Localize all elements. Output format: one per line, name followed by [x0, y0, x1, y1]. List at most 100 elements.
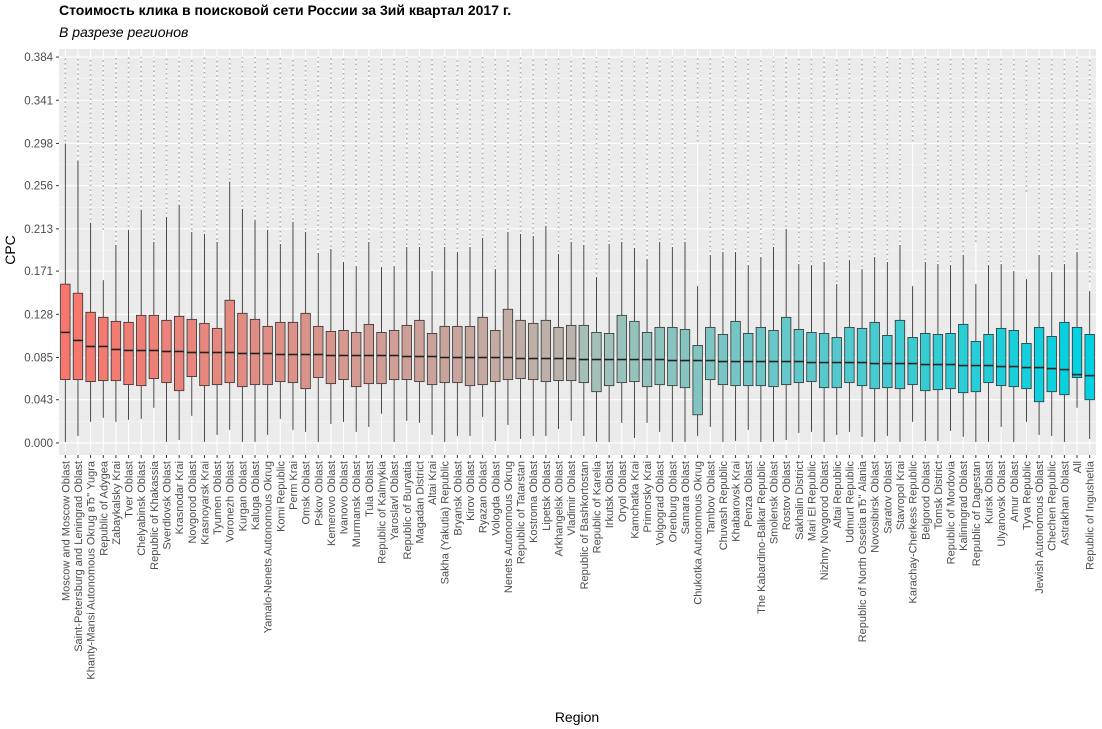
box	[553, 326, 564, 382]
box	[1021, 343, 1032, 390]
x-tick-label: Khanty-Mansi Autonomous Okrug вЂ" Yugra	[86, 460, 98, 679]
x-tick-label: Vologda Oblast	[490, 461, 502, 536]
x-tick-label: Stavropol Krai	[895, 461, 907, 530]
x-tick-label: Voronezh Oblast	[225, 461, 237, 542]
x-tick-label: Tambov Oblast	[705, 461, 717, 534]
y-tick-label: 0.341	[24, 95, 53, 107]
box	[743, 333, 754, 387]
x-tick-label: Tomsk District	[933, 461, 945, 529]
x-tick-label: Jewish Autonomous Oblast	[1034, 461, 1046, 594]
x-tick-label: Chechen Republic	[1047, 461, 1059, 551]
x-tick-label: Republic of North Ossetia вЂ" Alania	[857, 460, 869, 642]
box	[654, 326, 665, 386]
x-tick-label: Bryansk Oblast	[452, 461, 464, 536]
box	[262, 325, 273, 386]
box	[123, 321, 134, 386]
box	[224, 299, 235, 384]
box	[844, 326, 855, 384]
box	[856, 327, 868, 387]
box	[98, 316, 109, 382]
chart-subtitle: В разрезе регионов	[59, 24, 189, 40]
box	[401, 324, 412, 381]
box	[591, 331, 602, 393]
x-tick-label: Republic of Kalmykia	[376, 460, 388, 564]
x-tick-label: Novgorod Oblast	[187, 461, 199, 544]
x-tick-label: Republic of Tatarstan	[516, 461, 528, 564]
box	[502, 308, 514, 381]
x-tick-label: Sakha (Yakutia) Republic	[440, 461, 452, 585]
x-tick-label: Chuvash Republic	[718, 461, 730, 551]
box	[464, 325, 476, 387]
box	[768, 329, 779, 388]
x-tick-label: Republic of Adygea	[98, 460, 110, 556]
box	[806, 331, 817, 383]
box	[414, 319, 425, 383]
x-axis: Moscow and Moscow Oblast Saint-Petersburg…	[60, 455, 1097, 680]
y-axis-title: CPC	[2, 235, 18, 265]
box	[515, 319, 526, 380]
y-tick-label: 0.384	[24, 52, 53, 64]
x-tick-label: Altai Republic	[832, 461, 844, 529]
box	[1059, 321, 1070, 396]
x-tick-label: Novosibirsk Oblast	[870, 461, 882, 553]
box	[667, 326, 678, 387]
x-tick-label: Republic of Khakassia	[149, 460, 161, 570]
box	[907, 337, 918, 386]
x-tick-label: Kursk Oblast	[984, 461, 996, 524]
box	[528, 322, 539, 381]
x-tick-label: Kaliningrad Oblast	[958, 461, 970, 551]
box	[869, 321, 880, 390]
x-tick-label: Krasnoyarsk Krai	[199, 461, 211, 545]
x-axis-title: Region	[555, 709, 599, 725]
x-tick-label: Saint-Petersburg and Leningrad Oblast	[73, 461, 85, 652]
x-tick-label: Omsk Oblast	[301, 461, 313, 525]
box	[920, 333, 931, 392]
box	[313, 325, 324, 379]
y-tick-label: 0.043	[24, 395, 53, 407]
x-tick-label: Saratov Oblast	[882, 461, 894, 534]
box	[958, 323, 969, 394]
box	[490, 329, 501, 383]
box	[363, 323, 374, 385]
box	[275, 321, 286, 383]
x-tick-label: Volgograd Oblast	[655, 461, 667, 545]
box	[186, 318, 197, 378]
x-tick-label: Khabarovsk Krai	[731, 461, 743, 542]
x-tick-label: Republic of Buryatia	[402, 460, 414, 559]
x-tick-label: Tver Oblast	[124, 461, 136, 518]
x-tick-label: Belgorod Oblast	[920, 461, 932, 540]
x-tick-label: The Kabardino-Balkar Republic	[756, 461, 768, 614]
box	[616, 314, 627, 384]
box	[578, 324, 589, 384]
x-tick-label: Kemerovo Oblast	[326, 461, 338, 546]
x-tick-label: Arkhangelsk Oblast	[554, 461, 566, 556]
x-tick-label: Kamchatka Krai	[629, 461, 641, 539]
x-tick-label: Samara Oblast	[680, 461, 692, 534]
box	[1033, 326, 1045, 403]
x-tick-label: Yamalo-Nenets Autonomous Okrug	[263, 461, 275, 633]
x-tick-label: Kurgan Oblast	[237, 461, 249, 531]
box	[945, 333, 956, 390]
box	[249, 318, 261, 386]
box	[793, 328, 804, 384]
x-tick-label: Republic of Karelia	[591, 460, 603, 553]
x-tick-label: Krasnodar Krai	[174, 461, 186, 534]
box	[970, 341, 982, 393]
box	[882, 335, 893, 389]
x-tick-label: Kaluga Oblast	[250, 461, 262, 530]
box	[692, 345, 703, 416]
x-tick-label: Kirov Oblast	[465, 461, 477, 521]
box	[351, 331, 362, 388]
chart-title: Стоимость клика в поисковой сети России …	[59, 2, 512, 18]
x-tick-label: Orenburg Oblast	[667, 461, 679, 542]
x-tick-label: Sverdlovsk Oblast	[161, 461, 173, 550]
box	[325, 330, 337, 385]
box	[110, 320, 122, 382]
box	[996, 327, 1007, 387]
x-tick-label: Lipetsk Oblast	[541, 461, 553, 531]
x-tick-label: Ulyanovsk Oblast	[996, 461, 1008, 547]
y-tick-label: 0.213	[24, 224, 53, 236]
box	[1008, 329, 1019, 388]
x-tick-label: Irkutsk Oblast	[604, 461, 616, 528]
